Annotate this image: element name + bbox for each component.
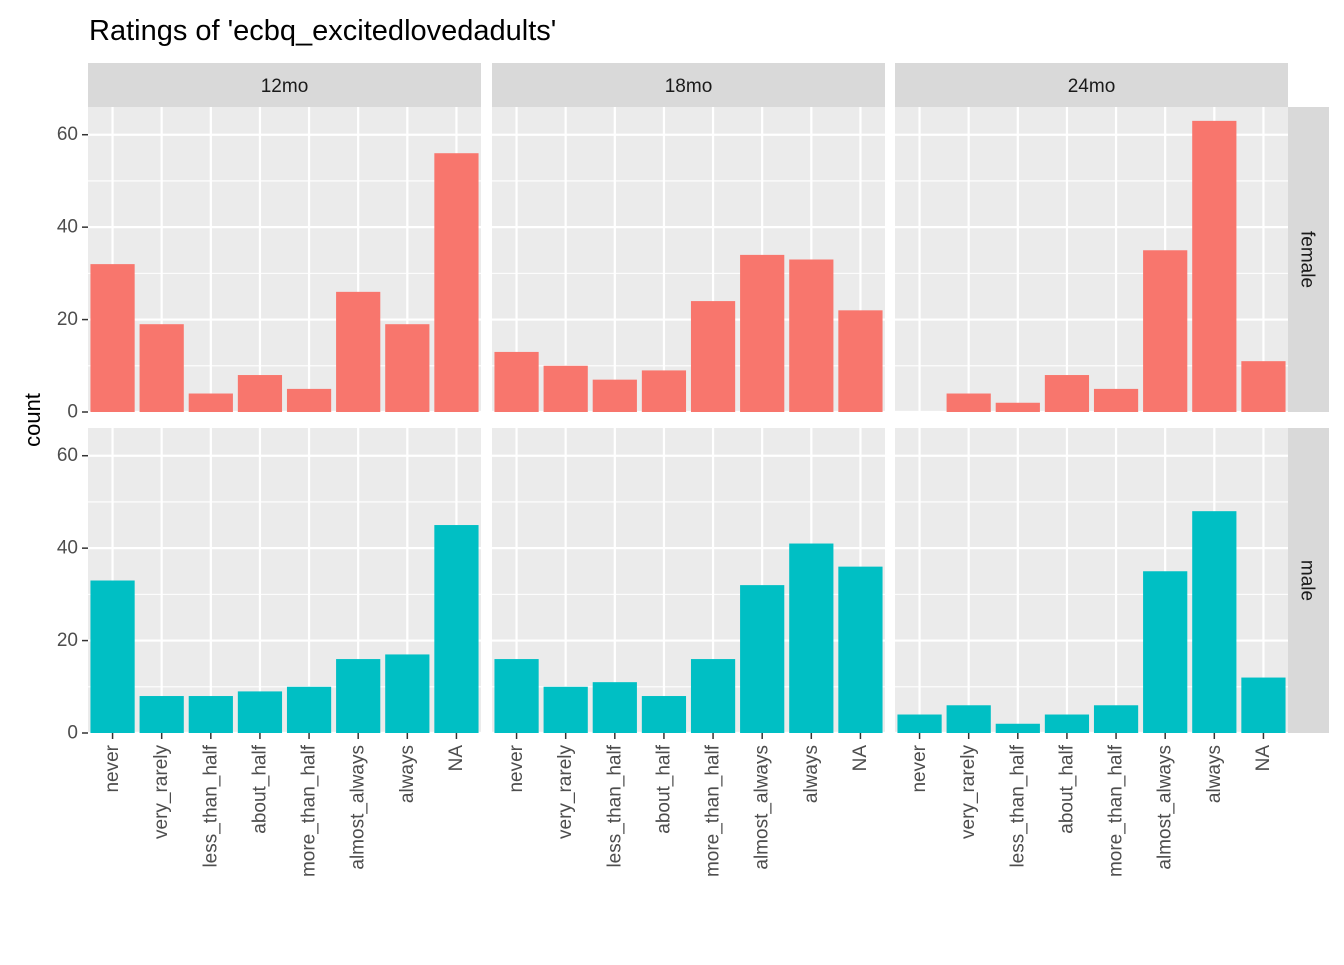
y-tick-label: 40	[57, 538, 78, 559]
bar	[286, 686, 332, 733]
bar	[494, 351, 539, 412]
x-tick-label: about_half	[653, 744, 674, 833]
bar	[385, 654, 430, 733]
x-tick-label: almost_always	[752, 745, 773, 870]
bar	[188, 696, 233, 733]
bar	[1241, 361, 1286, 412]
x-tick-label: less_than_half	[604, 744, 625, 867]
y-tick-label: 0	[67, 402, 78, 423]
bar	[188, 393, 233, 412]
bar	[90, 264, 135, 412]
bar	[494, 659, 539, 733]
x-tick-label: more_than_half	[1106, 744, 1127, 877]
bar	[237, 375, 283, 412]
bar	[434, 153, 479, 412]
x-tick-label: NA	[1253, 745, 1274, 772]
bar	[789, 259, 834, 412]
x-tick-label: never	[506, 744, 527, 792]
bar	[592, 682, 637, 733]
bar	[1093, 705, 1139, 733]
strip-column-label: 24mo	[1068, 76, 1116, 97]
bar	[1093, 388, 1139, 412]
bar	[543, 365, 588, 412]
bar	[789, 543, 834, 733]
bar	[336, 291, 381, 412]
x-tick-label: NA	[446, 745, 467, 772]
y-tick-label: 60	[57, 445, 78, 466]
x-tick-label: less_than_half	[200, 744, 221, 867]
bar	[1192, 511, 1237, 733]
x-tick-label: always	[1204, 745, 1225, 803]
y-tick-label: 40	[57, 217, 78, 238]
bar	[641, 370, 687, 412]
bar	[897, 714, 942, 733]
strip-row-label: male	[1297, 560, 1318, 601]
y-tick-label: 60	[57, 124, 78, 145]
x-tick-label: always	[801, 745, 822, 803]
bar	[1241, 677, 1286, 733]
bar	[690, 659, 736, 733]
strip-row-bg	[1285, 107, 1329, 412]
bar	[434, 525, 479, 733]
x-tick-label: about_half	[1056, 744, 1077, 833]
bar	[995, 402, 1040, 412]
bar	[139, 696, 184, 733]
x-tick-label: about_half	[249, 744, 270, 833]
bar	[1143, 571, 1188, 733]
chart-title: Ratings of 'ecbq_excitedlovedadults'	[89, 15, 556, 47]
bar	[592, 379, 637, 412]
x-tick-label: more_than_half	[703, 744, 724, 877]
bar	[838, 566, 883, 733]
strip-column-label: 18mo	[665, 76, 713, 97]
bar	[1044, 714, 1090, 733]
bar	[946, 705, 991, 733]
bar	[1044, 375, 1090, 412]
bar	[690, 301, 736, 412]
bar	[1192, 120, 1237, 412]
y-axis-label: count	[20, 393, 45, 447]
x-tick-label: almost_always	[348, 745, 369, 870]
bar	[543, 686, 588, 733]
bar	[139, 324, 184, 412]
x-tick-label: more_than_half	[299, 744, 320, 877]
x-tick-label: very_rarely	[958, 745, 979, 839]
strip-column-bg	[88, 63, 481, 107]
strip-row-bg	[1285, 428, 1329, 733]
x-tick-label: less_than_half	[1007, 744, 1028, 867]
strip-column-bg	[895, 63, 1288, 107]
x-tick-label: very_rarely	[555, 745, 576, 839]
bar	[1143, 250, 1188, 412]
bar	[237, 691, 283, 733]
x-tick-label: very_rarely	[151, 745, 172, 839]
bar	[641, 696, 687, 733]
x-tick-label: never	[909, 744, 930, 792]
y-tick-label: 20	[57, 630, 78, 651]
bar	[385, 324, 430, 412]
bar	[90, 580, 135, 733]
strip-column-label: 12mo	[261, 76, 309, 97]
strip-column-bg	[492, 63, 885, 107]
x-tick-label: almost_always	[1155, 745, 1176, 870]
x-tick-label: always	[397, 745, 418, 803]
bar	[838, 310, 883, 412]
bar	[336, 659, 381, 733]
bar	[740, 585, 785, 733]
y-tick-label: 20	[57, 309, 78, 330]
bar	[286, 388, 332, 412]
x-tick-label: NA	[850, 745, 871, 772]
strip-row-label: female	[1297, 231, 1318, 288]
bar	[995, 723, 1040, 733]
y-tick-label: 0	[67, 723, 78, 744]
x-tick-label: never	[102, 744, 123, 792]
bar	[946, 393, 991, 412]
bar	[740, 254, 785, 412]
